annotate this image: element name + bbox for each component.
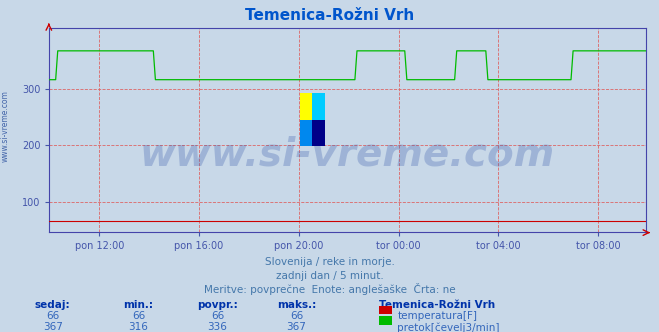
Text: maks.:: maks.: — [277, 300, 316, 310]
Text: Slovenija / reke in morje.: Slovenija / reke in morje. — [264, 257, 395, 267]
Text: zadnji dan / 5 minut.: zadnji dan / 5 minut. — [275, 271, 384, 281]
Text: 66: 66 — [290, 311, 303, 321]
Text: 336: 336 — [208, 322, 227, 332]
Text: min.:: min.: — [123, 300, 154, 310]
Text: Temenica-Rožni Vrh: Temenica-Rožni Vrh — [379, 300, 495, 310]
Text: 66: 66 — [211, 311, 224, 321]
Text: sedaj:: sedaj: — [35, 300, 71, 310]
Text: Temenica-Rožni Vrh: Temenica-Rožni Vrh — [245, 8, 414, 23]
Text: 367: 367 — [287, 322, 306, 332]
Text: Meritve: povprečne  Enote: anglešaške  Črta: ne: Meritve: povprečne Enote: anglešaške Črt… — [204, 283, 455, 295]
Text: 66: 66 — [132, 311, 145, 321]
Text: 367: 367 — [43, 322, 63, 332]
Text: www.si-vreme.com: www.si-vreme.com — [1, 90, 10, 162]
Text: 316: 316 — [129, 322, 148, 332]
Text: pretok[čevelj3/min]: pretok[čevelj3/min] — [397, 322, 500, 332]
Text: www.si-vreme.com: www.si-vreme.com — [140, 136, 556, 174]
Text: 66: 66 — [46, 311, 59, 321]
Text: povpr.:: povpr.: — [197, 300, 238, 310]
Text: temperatura[F]: temperatura[F] — [397, 311, 477, 321]
